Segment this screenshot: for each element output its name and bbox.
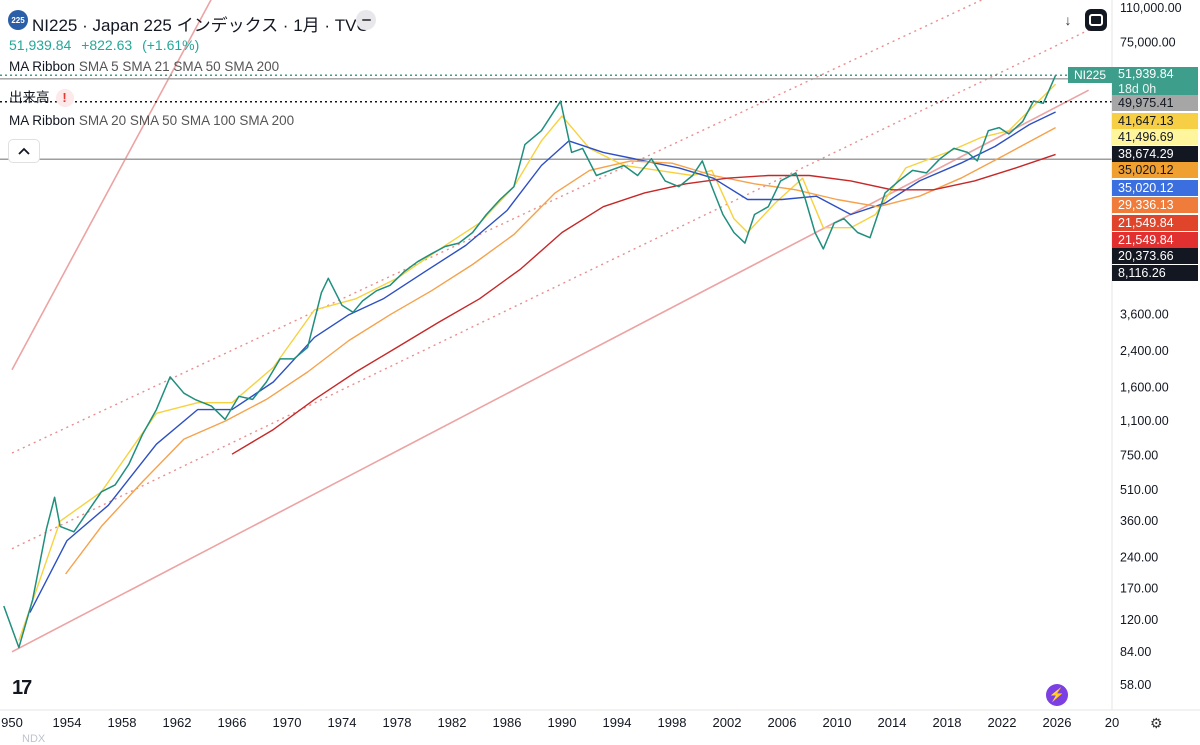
ma-label-6: 35,020.12: [1112, 180, 1198, 196]
ma-label-3: 41,496.69: [1112, 129, 1198, 145]
x-tick-label: 1986: [493, 715, 522, 730]
x-tick-label: 950: [1, 715, 23, 730]
y-tick-label: 58.00: [1120, 678, 1151, 692]
x-tick-label: 2018: [933, 715, 962, 730]
y-tick-label: 120.00: [1120, 613, 1158, 627]
channel-line-1: [11, 0, 212, 371]
watermark: NDX: [22, 733, 46, 745]
y-tick-label: 750.00: [1120, 448, 1158, 462]
price-summary: 51,939.84 +822.63 (+1.61%): [9, 37, 205, 53]
symbol-title[interactable]: NI225 · Japan 225 インデックス · 1月 · TVC: [32, 16, 369, 35]
x-tick-label: 2010: [823, 715, 852, 730]
x-tick-label: 2014: [878, 715, 907, 730]
channel-line-4: [11, 29, 1089, 550]
y-tick-label: 1,100.00: [1120, 414, 1169, 428]
y-tick-label: 240.00: [1120, 551, 1158, 565]
x-tick-label: 2022: [988, 715, 1017, 730]
x-tick-label: 2002: [713, 715, 742, 730]
warning-icon[interactable]: !: [55, 89, 74, 107]
x-tick-label: 1966: [218, 715, 247, 730]
time-axis: 950 1954 1958 1962 1966 1970 1974 1978 1982 1986 1…: [1, 715, 1119, 730]
symbol-price-tag: NI225: [1068, 67, 1112, 83]
x-tick-label: 1990: [548, 715, 577, 730]
ma-label-4: 38,674.29: [1112, 146, 1198, 162]
y-tick-label: 84.00: [1120, 645, 1151, 659]
y-tick-label: 2,400.00: [1120, 344, 1169, 358]
y-tick-label: 110,000.00: [1120, 1, 1182, 15]
x-tick-label: 1962: [163, 715, 192, 730]
price-line: [3, 74, 1057, 649]
ma-label-1: 49,975.41: [1112, 95, 1198, 111]
x-tick-label: 1970: [273, 715, 302, 730]
price-change: +822.63: [81, 37, 133, 53]
x-tick-label: 1954: [53, 715, 82, 730]
ma-label-7: 29,336.13: [1112, 197, 1198, 213]
chevron-up-icon: [18, 147, 30, 155]
x-tick-label: 1958: [108, 715, 137, 730]
indicator-volume[interactable]: 出来高!: [9, 86, 74, 107]
x-tick-label: 2006: [768, 715, 797, 730]
sma-200-line: [231, 153, 1056, 455]
x-tick-label: 2026: [1043, 715, 1072, 730]
indicator-ma-ribbon-1[interactable]: MA Ribbon SMA 5 SMA 21 SMA 50 SMA 200: [9, 59, 280, 74]
horizontal-lines: [0, 74, 1112, 160]
collapse-indicators-button[interactable]: [8, 139, 40, 163]
sma-5-line: [18, 83, 1057, 641]
channel-lines: [11, 0, 1089, 653]
fullscreen-icon: [1089, 14, 1103, 26]
x-tick-label: 1994: [603, 715, 632, 730]
moving-averages: [18, 83, 1057, 641]
x-tick-label: 1974: [328, 715, 357, 730]
price-change-pct: (+1.61%): [142, 37, 200, 53]
tradingview-logo[interactable]: 17: [12, 677, 32, 699]
symbol-badge[interactable]: 225: [8, 10, 28, 30]
indicator-ma-ribbon-2[interactable]: MA Ribbon SMA 20 SMA 50 SMA 100 SMA 200: [9, 113, 295, 128]
y-tick-label: 360.00: [1120, 514, 1158, 528]
more-menu-icon[interactable]: [356, 10, 376, 30]
channel-line-2: [11, 89, 1089, 653]
y-tick-label: 510.00: [1120, 483, 1158, 497]
fullscreen-button[interactable]: [1085, 9, 1107, 31]
channel-line-3: [11, 0, 984, 454]
y-tick-label: 75,000.00: [1120, 35, 1176, 49]
x-tick-label: 1998: [658, 715, 687, 730]
flash-icon[interactable]: ⚡: [1046, 684, 1068, 706]
x-tick-label: 1982: [438, 715, 467, 730]
last-price-label: 51,939.84 18d 0h: [1112, 67, 1198, 97]
y-tick-label: 1,600.00: [1120, 380, 1169, 394]
y-tick-label: 3,600.00: [1120, 308, 1169, 322]
ma-label-2: 41,647.13: [1112, 113, 1198, 129]
x-tick-label: 1978: [383, 715, 412, 730]
last-price: 51,939.84: [9, 37, 72, 53]
price-series: [3, 74, 1057, 649]
settings-icon[interactable]: ⚙: [1150, 715, 1163, 731]
x-tick-label: 20: [1105, 715, 1119, 730]
y-tick-label: 170.00: [1120, 582, 1158, 596]
ma-label-8: 21,549.84: [1112, 215, 1198, 231]
ma-label-9: 21,549.84: [1112, 232, 1198, 248]
ma-label-11: 8,116.26: [1112, 265, 1198, 281]
ma-label-10: 20,373.66: [1112, 248, 1198, 264]
price-axis: 110,000.00 75,000.00 3,600.00 2,400.00 1,600…: [1120, 1, 1182, 692]
sma-50-line: [65, 126, 1056, 575]
ma-label-5: 35,020.12: [1112, 162, 1198, 178]
download-icon[interactable]: ↓: [1064, 12, 1072, 28]
